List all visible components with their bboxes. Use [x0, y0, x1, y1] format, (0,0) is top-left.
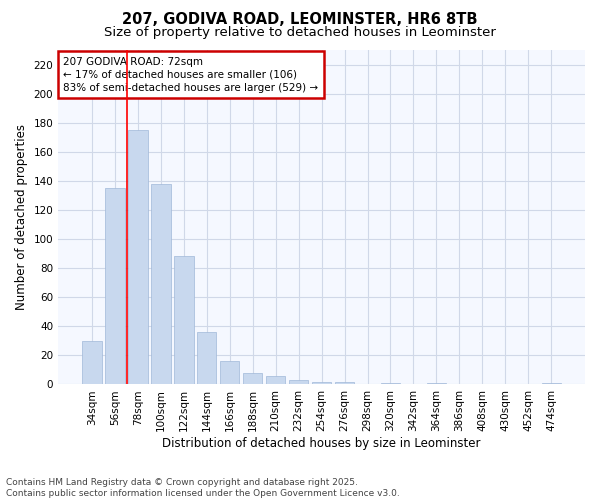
Bar [151, 184, 170, 384]
Text: 207, GODIVA ROAD, LEOMINSTER, HR6 8TB: 207, GODIVA ROAD, LEOMINSTER, HR6 8TB [122, 12, 478, 28]
Bar [335, 382, 355, 384]
Bar [128, 130, 148, 384]
Bar [381, 383, 400, 384]
Bar [243, 373, 262, 384]
X-axis label: Distribution of detached houses by size in Leominster: Distribution of detached houses by size … [163, 437, 481, 450]
Y-axis label: Number of detached properties: Number of detached properties [15, 124, 28, 310]
Bar [174, 256, 194, 384]
Bar [197, 332, 217, 384]
Bar [289, 380, 308, 384]
Text: Contains HM Land Registry data © Crown copyright and database right 2025.
Contai: Contains HM Land Registry data © Crown c… [6, 478, 400, 498]
Bar [542, 383, 561, 384]
Bar [266, 376, 286, 384]
Bar [427, 383, 446, 384]
Bar [105, 188, 125, 384]
Bar [312, 382, 331, 384]
Text: Size of property relative to detached houses in Leominster: Size of property relative to detached ho… [104, 26, 496, 39]
Bar [220, 361, 239, 384]
Bar [82, 341, 101, 384]
Text: 207 GODIVA ROAD: 72sqm
← 17% of detached houses are smaller (106)
83% of semi-de: 207 GODIVA ROAD: 72sqm ← 17% of detached… [64, 56, 319, 93]
